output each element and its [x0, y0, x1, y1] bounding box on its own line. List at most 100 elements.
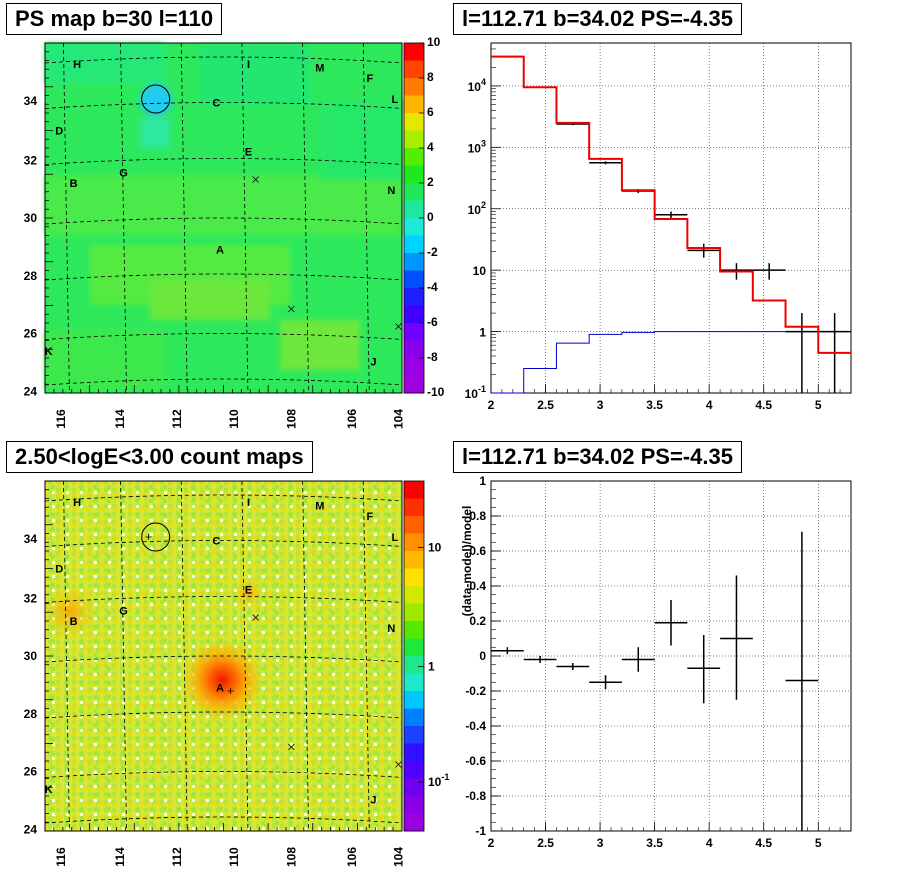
- residual-x-tick-3: 3: [597, 836, 604, 850]
- source-label-D: D: [55, 126, 63, 138]
- source-label-B: B: [70, 178, 78, 190]
- source-label-H: H: [73, 59, 81, 71]
- y-tick-label-34: 34: [24, 94, 38, 108]
- spectrum-x-tick-4.5: 4.5: [755, 398, 772, 412]
- colorbar-swatch: [404, 60, 424, 79]
- colorbar-swatch: [404, 130, 424, 149]
- colorbar-swatch: [404, 113, 424, 131]
- colorbar-label-8: 8: [427, 70, 434, 84]
- colorbar-swatch: [404, 603, 424, 622]
- x-tick-label-110: 110: [227, 847, 241, 867]
- y-tick-label-24: 24: [24, 822, 38, 836]
- source-label-F: F: [367, 511, 374, 523]
- spectrum-y-tick-10: 10: [473, 264, 487, 278]
- residual-y-tick--0.8: -0.8: [465, 789, 486, 803]
- x-tick-label-108: 108: [284, 409, 298, 429]
- source-label-M: M: [315, 63, 324, 75]
- residual-y-tick--0.2: -0.2: [465, 684, 486, 698]
- residual-x-tick-4.5: 4.5: [755, 836, 772, 850]
- residual-y-tick-1: 1: [479, 474, 486, 488]
- source-label-N: N: [387, 623, 395, 635]
- residual-x-tick-4: 4: [706, 836, 713, 850]
- spectrum-x-tick-2.5: 2.5: [537, 398, 554, 412]
- colorbar-label--8: -8: [427, 350, 438, 364]
- residual-x-tick-2: 2: [488, 836, 495, 850]
- y-tick-label-32: 32: [24, 591, 38, 605]
- longitude-line: [241, 480, 249, 832]
- residual-y-axis-label: (data-model)/model: [460, 506, 474, 617]
- colorbar-swatch: [404, 340, 424, 359]
- residual-y-tick-0.2: 0.2: [469, 614, 486, 628]
- colorbar-label-1: 1: [428, 660, 435, 674]
- count-map-image: [42, 481, 402, 831]
- y-tick-label-28: 28: [24, 707, 38, 721]
- colorbar-label-2: 2: [427, 175, 434, 189]
- colorbar-swatch: [404, 95, 424, 114]
- colorbar-swatch: [404, 516, 424, 534]
- target-circle: [141, 84, 171, 114]
- source-label-E: E: [245, 147, 252, 159]
- x-tick-label-112: 112: [170, 847, 184, 867]
- source-label-G: G: [119, 606, 128, 618]
- colorbar-swatch: [404, 586, 424, 604]
- colorbar-frame: [403, 480, 425, 832]
- colorbar-swatch: [404, 43, 424, 61]
- colorbar-swatch: [404, 288, 424, 306]
- residual-x-tick-5: 5: [815, 836, 822, 850]
- y-tick-label-30: 30: [24, 211, 38, 225]
- longitude-line: [180, 480, 188, 832]
- colorbar-swatch: [404, 778, 424, 797]
- colorbar-swatch: [404, 621, 424, 639]
- source-label-K: K: [45, 784, 53, 796]
- colorbar-swatch: [404, 235, 424, 254]
- x-tick-label-114: 114: [113, 409, 127, 429]
- cross-marker: [252, 176, 259, 183]
- latitude-line: [44, 56, 403, 64]
- colorbar-label-0: 0: [427, 210, 434, 224]
- source-label-H: H: [73, 497, 81, 509]
- cross-marker: [288, 743, 295, 751]
- cross-marker: [288, 305, 295, 313]
- colorbar-swatch: [404, 568, 424, 587]
- latitude-line: [44, 158, 403, 165]
- colorbar-swatch: [404, 691, 424, 709]
- source-label-M: M: [315, 501, 324, 513]
- colorbar-swatch: [404, 796, 424, 814]
- spectrum-title: l=112.71 b=34.02 PS=-4.35: [453, 3, 742, 35]
- cross-marker: [252, 614, 259, 621]
- spectrum-x-tick-4: 4: [706, 398, 713, 412]
- source-label-K: K: [45, 346, 53, 358]
- y-tick-label-30: 30: [24, 649, 38, 663]
- y-tick-label-26: 26: [24, 765, 38, 779]
- y-tick-label-26: 26: [24, 327, 38, 341]
- colorbar-swatch: [404, 305, 424, 324]
- colorbar-label--2: -2: [427, 245, 438, 259]
- colorbar-label--4: -4: [427, 280, 438, 294]
- colorbar-swatch: [404, 183, 424, 201]
- source-label-L: L: [391, 532, 398, 544]
- colorbar-swatch: [404, 656, 424, 674]
- residual-y-tick--0.4: -0.4: [465, 719, 486, 733]
- plus-marker: [227, 688, 234, 694]
- source-label-N: N: [387, 185, 395, 197]
- colorbar-label-6: 6: [427, 105, 434, 119]
- colorbar-swatch: [404, 270, 424, 289]
- colorbar-label-4: 4: [427, 140, 434, 154]
- longitude-line: [120, 42, 127, 394]
- colorbar-label-10: 10: [427, 35, 441, 49]
- x-tick-label-104: 104: [391, 847, 405, 867]
- spectrum-x-tick-2: 2: [488, 398, 495, 412]
- count-colorbar: 10 1 10-1: [403, 480, 449, 832]
- latitude-line: [44, 711, 403, 719]
- colorbar-swatch: [404, 726, 424, 744]
- spectrum-x-tick-3.5: 3.5: [646, 398, 663, 412]
- latitude-line: [44, 378, 403, 386]
- source-label-C: C: [212, 536, 220, 548]
- x-tick-label-116: 116: [54, 847, 68, 867]
- residual-x-tick-2.5: 2.5: [537, 836, 554, 850]
- longitude-line: [63, 42, 70, 394]
- longitude-line: [180, 42, 188, 394]
- longitude-line: [241, 42, 249, 394]
- colorbar-label-10: 10: [428, 541, 442, 555]
- source-label-L: L: [391, 94, 398, 106]
